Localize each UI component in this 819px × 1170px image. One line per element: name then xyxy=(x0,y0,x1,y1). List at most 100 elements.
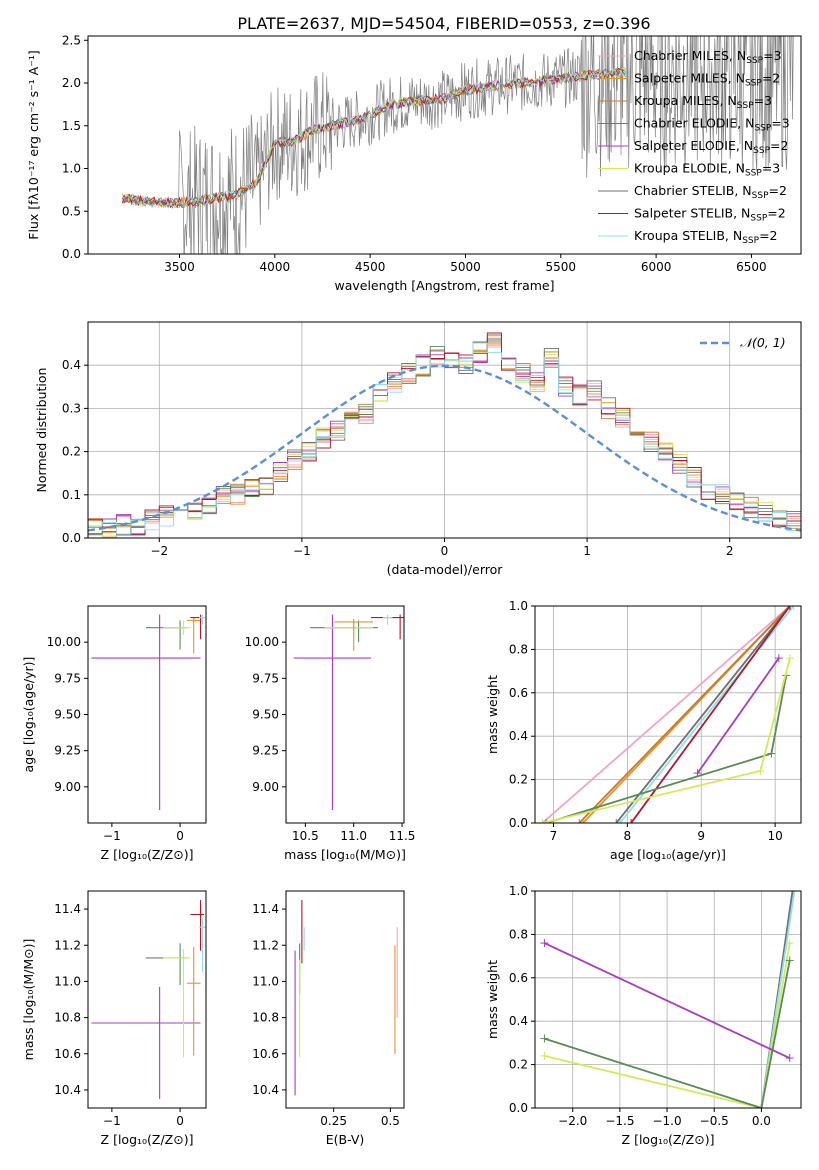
x-axis-label: (data-model)/error xyxy=(387,562,504,577)
x-tick-label: 5000 xyxy=(450,260,481,274)
legend-label: Salpeter STELIB, NSSP=2 xyxy=(634,206,786,224)
y-tick-label: 9.25 xyxy=(252,744,279,758)
y-tick-label: 0.0 xyxy=(509,1101,528,1115)
y-tick-label: 1.0 xyxy=(509,599,528,613)
x-tick-label: −0.5 xyxy=(700,1114,729,1128)
legend-label: Chabrier STELIB, NSSP=2 xyxy=(634,183,787,201)
residual-histogram-series xyxy=(88,332,801,538)
legend-label: Salpeter ELODIE, NSSP=2 xyxy=(634,138,788,156)
mass-weight-line xyxy=(630,606,791,823)
mass-weight-vs-age-panel: 7 8 9 10 0.0 0.2 0.4 0.6 0.8 1.0 age [log₁₀(age/yr… xyxy=(485,599,802,862)
legend-text-part: SSP xyxy=(752,191,769,201)
plot-area xyxy=(293,614,404,810)
x-axis-label: wavelength [Angstrom, rest frame] xyxy=(334,278,554,293)
y-tick-label: 0.0 xyxy=(62,247,81,261)
plot-area xyxy=(91,900,206,1099)
plot-area xyxy=(121,36,794,254)
mass-weight-line xyxy=(615,606,791,823)
observed-spectrum-line xyxy=(122,36,794,254)
y-tick-label: 1.0 xyxy=(509,884,528,898)
y-tick-label: 0.8 xyxy=(509,927,528,941)
mass-weight-line xyxy=(544,960,791,1108)
y-tick-label: 11.2 xyxy=(252,938,279,952)
axes-frame xyxy=(534,890,802,1109)
y-tick-label: 2.0 xyxy=(62,76,81,90)
x-tick-label: 7 xyxy=(550,829,558,843)
y-tick-label: 9.75 xyxy=(54,671,81,685)
x-tick-label: 6500 xyxy=(736,260,767,274)
y-tick-label: 1.5 xyxy=(62,119,81,133)
y-tick-label: 0.6 xyxy=(509,686,528,700)
y-tick-label: 10.00 xyxy=(245,635,279,649)
legend-label: Kroupa MILES, NSSP=3 xyxy=(634,93,772,111)
legend-label: Kroupa ELODIE, NSSP=3 xyxy=(634,161,780,179)
x-tick-label: −1 xyxy=(293,544,311,558)
x-tick-label: −1.5 xyxy=(605,1114,634,1128)
legend-text-part: =3 xyxy=(763,48,781,63)
y-tick-label: 10.4 xyxy=(54,1083,81,1097)
model-spectrum-line xyxy=(121,67,626,209)
y-tick-label: 9.00 xyxy=(54,780,81,794)
legend-text-part: Chabrier STELIB, N xyxy=(634,183,752,198)
legend-text-part: =2 xyxy=(759,228,777,243)
legend-text-part: SSP xyxy=(753,146,770,156)
y-tick-label: 0.4 xyxy=(509,1014,528,1028)
legend-label: Kroupa STELIB, NSSP=2 xyxy=(634,228,778,246)
plot-area xyxy=(294,900,398,1096)
y-tick-label: 0.6 xyxy=(509,971,528,985)
y-axis-label: age [log₁₀(age/yr)] xyxy=(21,657,36,773)
x-axis-label: Z [log₁₀(Z/Z⊙)] xyxy=(622,1132,715,1147)
residual-histogram-panel: −2 −1 0 1 2 0.0 0.1 0.2 0.3 0.4 (data-model)/error… xyxy=(34,321,802,577)
model-spectrum-line xyxy=(122,66,626,210)
y-tick-label: 10.8 xyxy=(54,1011,81,1025)
legend-text-part: SSP xyxy=(742,236,759,246)
y-tick-label: 2.5 xyxy=(62,33,81,47)
x-tick-label: 0.5 xyxy=(381,1114,400,1128)
chart-title: PLATE=2637, MJD=54504, FIBERID=0553, z=0… xyxy=(237,14,650,33)
axes-frame xyxy=(87,890,207,1109)
y-tick-label: 0.4 xyxy=(62,358,81,372)
axes-frame xyxy=(285,605,405,824)
plot-area xyxy=(540,891,799,1108)
y-tick-label: 9.50 xyxy=(54,708,81,722)
x-tick-label: 0.0 xyxy=(752,1114,771,1128)
axes-frame xyxy=(87,605,207,824)
y-tick-label: 9.75 xyxy=(252,671,279,685)
y-tick-label: 0.4 xyxy=(509,729,528,743)
x-tick-label: 1 xyxy=(583,544,591,558)
legend-label: Chabrier ELODIE, NSSP=3 xyxy=(634,116,790,134)
y-tick-label: 0.2 xyxy=(509,1058,528,1072)
legend-label: Chabrier MILES, NSSP=3 xyxy=(634,48,782,66)
x-tick-label: 3500 xyxy=(164,260,195,274)
y-tick-label: 10.4 xyxy=(252,1083,279,1097)
x-tick-label: 5500 xyxy=(546,260,577,274)
legend-text-part: Salpeter STELIB, N xyxy=(634,206,750,221)
x-tick-label: −2.0 xyxy=(558,1114,587,1128)
age-vs-metallicity-panel: −1 0 9.00 9.25 9.50 9.75 10.00 Z [log₁₀(Z/Z⊙)] a… xyxy=(21,605,207,862)
y-tick-label: 10.6 xyxy=(54,1047,81,1061)
y-tick-label: 0.8 xyxy=(509,642,528,656)
x-tick-label: 2 xyxy=(726,544,734,558)
y-tick-label: 11.4 xyxy=(252,902,279,916)
x-tick-label: 11.5 xyxy=(389,829,416,843)
legend-label: 𝒩(0, 1) xyxy=(740,335,786,350)
y-tick-label: 10.6 xyxy=(252,1047,279,1061)
legend-text-part: Salpeter MILES, N xyxy=(634,71,745,86)
legend-text-part: Chabrier MILES, N xyxy=(634,48,746,63)
legend-text-part: Kroupa STELIB, N xyxy=(634,228,742,243)
x-tick-label: 10 xyxy=(767,829,782,843)
axes-frame xyxy=(87,35,802,255)
x-tick-label: 0 xyxy=(176,1114,184,1128)
spectrum-panel: 3500 4000 4500 5000 5500 6000 6500 0.0 0.5 1.0 1.5… xyxy=(26,33,802,293)
mass-weight-line xyxy=(619,606,795,823)
x-tick-label: 0 xyxy=(176,829,184,843)
y-axis-label: mass [log₁₀(M/M⊙)] xyxy=(21,939,36,1061)
mass-vs-ebv-panel: 0.25 0.5 10.4 10.6 10.8 11.0 11.2 11.4 E(B-V) xyxy=(252,890,405,1147)
mass-vs-metallicity-panel: −1 0 10.4 10.6 10.8 11.0 11.2 11.4 Z [log₁₀(Z/Z⊙… xyxy=(21,890,207,1147)
legend-text-part: =2 xyxy=(767,206,785,221)
x-tick-label: 0.25 xyxy=(320,1114,347,1128)
mass-weight-line xyxy=(544,942,791,1059)
x-tick-label: 10.5 xyxy=(292,829,319,843)
y-tick-label: 10.8 xyxy=(252,1011,279,1025)
